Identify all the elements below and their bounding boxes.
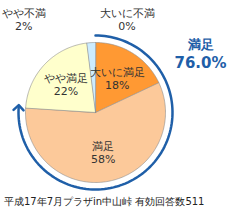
html-text:平成17年7月プラザin中山峠 有効回答数511: 平成17年7月プラザin中山峠 有効回答数511 (4, 196, 205, 207)
svg-text:大いに不満0%: 大いに不満0% (100, 7, 155, 33)
svg-text:満足: 満足 (187, 37, 214, 52)
svg-text:満足58%: 満足58% (91, 140, 115, 166)
svg-text:76.0%: 76.0% (174, 54, 226, 72)
svg-text:やや不満2%: やや不満2% (2, 7, 46, 33)
svg-text:大いに満足18%: 大いに満足18% (90, 66, 145, 92)
svg-text:やや満足22%: やや満足22% (44, 72, 88, 98)
